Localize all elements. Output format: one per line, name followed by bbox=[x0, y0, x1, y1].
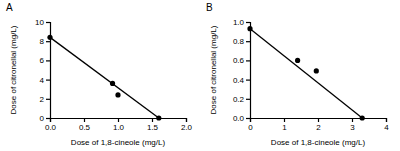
point bbox=[314, 68, 319, 73]
tick-label: 6 bbox=[40, 56, 45, 65]
axis-line bbox=[51, 119, 187, 123]
tick-mark bbox=[84, 118, 85, 122]
line bbox=[50, 37, 159, 118]
tick: 0.0 bbox=[45, 118, 57, 132]
tick: 0 bbox=[248, 118, 253, 132]
tick-mark bbox=[46, 41, 50, 42]
tick-label: 1 bbox=[282, 123, 287, 132]
line bbox=[250, 29, 362, 118]
tick: 0.0 bbox=[233, 114, 250, 123]
tick: 2 bbox=[40, 95, 50, 104]
tick-mark bbox=[118, 118, 119, 122]
tick-mark bbox=[246, 60, 250, 61]
tick-mark bbox=[246, 41, 250, 42]
y-axis-title: Dose of citronellal (mg/L) bbox=[9, 25, 18, 114]
tick: 0.6 bbox=[233, 56, 250, 65]
tick: 3 bbox=[350, 118, 355, 132]
tick: 1.0 bbox=[113, 118, 125, 132]
tick-label: 8 bbox=[40, 37, 45, 46]
tick-mark bbox=[46, 60, 50, 61]
tick-label: 0.4 bbox=[233, 76, 245, 85]
tick-label: 1.0 bbox=[113, 123, 125, 132]
tick-label: 4 bbox=[384, 123, 389, 132]
tick-label: 3 bbox=[350, 123, 355, 132]
plot-area bbox=[247, 26, 364, 120]
tick-label: 10 bbox=[35, 18, 44, 27]
tick-mark bbox=[352, 118, 353, 122]
tick-label: 0.8 bbox=[233, 37, 245, 46]
tick: 0.4 bbox=[233, 76, 250, 85]
panel: 0 1 2 3 4 0.0 0.2 0.4 0.6 0.8 1.0 B Dose of 1,8-cine… bbox=[206, 2, 389, 147]
tick-label: 0 bbox=[40, 114, 45, 123]
tick-mark bbox=[46, 22, 50, 23]
tick-label: 2 bbox=[316, 123, 321, 132]
tick-mark bbox=[246, 118, 250, 119]
tick: 0 bbox=[40, 114, 50, 123]
tick-label: 0.0 bbox=[45, 123, 57, 132]
tick: 10 bbox=[35, 18, 50, 27]
tick-mark bbox=[246, 99, 250, 100]
tick-label: 0 bbox=[248, 123, 253, 132]
tick-mark bbox=[284, 118, 285, 122]
tick-mark bbox=[246, 79, 250, 80]
tick-label: 0.6 bbox=[233, 56, 245, 65]
tick-label: 1.0 bbox=[233, 18, 245, 27]
tick-mark bbox=[186, 118, 187, 122]
tick-label: 4 bbox=[40, 76, 45, 85]
panel-label: B bbox=[206, 2, 213, 13]
tick: 0.5 bbox=[79, 118, 91, 132]
panel: 0.0 0.5 1.0 1.5 2.0 0 2 4 6 8 10 A Dose of 1,8-cineo… bbox=[6, 2, 193, 147]
tick-mark bbox=[46, 118, 50, 119]
x-axis: 0.0 0.5 1.0 1.5 2.0 bbox=[45, 118, 193, 132]
tick: 0.2 bbox=[233, 95, 250, 104]
x-axis-title: Dose of 1,8-cineole (mg/L) bbox=[271, 138, 366, 147]
tick-mark bbox=[246, 22, 250, 23]
figure: 0.00.51.01.52.00246810ADose of 1,8-cineo… bbox=[0, 0, 400, 151]
y-axis-title: Dose of citronellal (mg/L) bbox=[209, 25, 218, 114]
tick: 4 bbox=[40, 76, 50, 85]
tick: 1.5 bbox=[147, 118, 159, 132]
tick-label: 2 bbox=[40, 95, 45, 104]
axis-line bbox=[246, 23, 251, 119]
point bbox=[295, 58, 300, 63]
tick-label: 1.5 bbox=[147, 123, 159, 132]
tick: 1 bbox=[282, 118, 287, 132]
axis-line bbox=[251, 119, 387, 123]
point bbox=[115, 92, 120, 97]
tick-mark bbox=[46, 79, 50, 80]
tick-label: 0.2 bbox=[233, 95, 245, 104]
y-axis: 0 2 4 6 8 10 bbox=[35, 18, 50, 123]
tick: 2 bbox=[316, 118, 321, 132]
tick: 6 bbox=[40, 56, 50, 65]
x-axis-title: Dose of 1,8-cineole (mg/L) bbox=[71, 138, 166, 147]
x-axis: 0 1 2 3 4 bbox=[248, 118, 389, 132]
tick-mark bbox=[46, 99, 50, 100]
tick: 2.0 bbox=[181, 118, 193, 132]
y-axis: 0.0 0.2 0.4 0.6 0.8 1.0 bbox=[233, 18, 251, 123]
tick-label: 0.5 bbox=[79, 123, 91, 132]
tick-label: 2.0 bbox=[181, 123, 193, 132]
tick: 0.8 bbox=[233, 37, 250, 46]
tick-mark bbox=[386, 118, 387, 122]
tick-mark bbox=[152, 118, 153, 122]
plot-area bbox=[47, 35, 161, 121]
tick: 4 bbox=[384, 118, 389, 132]
tick: 1.0 bbox=[233, 18, 250, 27]
panel-label: A bbox=[6, 2, 13, 13]
tick-mark bbox=[318, 118, 319, 122]
tick-label: 0.0 bbox=[233, 114, 245, 123]
